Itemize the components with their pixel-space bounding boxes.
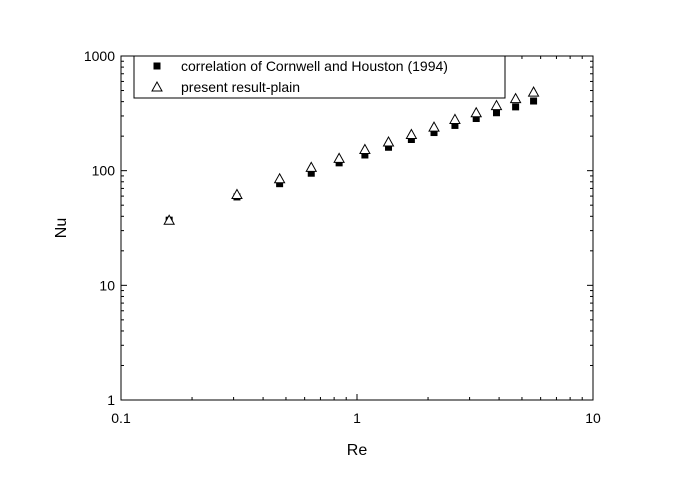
present-result-point <box>428 121 440 132</box>
legend-markers <box>151 62 163 92</box>
present-result-point <box>490 99 503 111</box>
present-result-point <box>509 92 522 104</box>
legend-entry-correlation: correlation of Cornwell and Houston (199… <box>181 58 448 74</box>
plot-frame <box>120 55 594 401</box>
present-result-point <box>273 172 286 184</box>
x-axis-title: Re <box>347 442 368 459</box>
legend-triangle-marker <box>151 81 163 92</box>
present-result-point <box>405 128 418 139</box>
present-result-point <box>470 106 483 118</box>
correlation-point <box>276 180 284 188</box>
data-points <box>163 86 540 225</box>
present-result-point <box>449 113 461 124</box>
correlation-point <box>530 97 538 105</box>
present-result-point <box>527 86 540 97</box>
y-tick-label: 10 <box>99 277 115 293</box>
axes <box>120 55 594 401</box>
legend-entry-present-result: present result-plain <box>181 79 300 95</box>
legend-box <box>133 55 506 99</box>
correlation-point <box>407 135 415 143</box>
x-tick-label: 1 <box>353 410 361 426</box>
tick-labels: 0.1 1 10 1 10 100 1000 <box>84 48 601 426</box>
legend: correlation of Cornwell and Houston (199… <box>133 55 506 99</box>
correlation-point <box>492 109 500 117</box>
x-tick-label: 0.1 <box>111 410 131 426</box>
correlation-point <box>307 169 315 177</box>
tick-marks <box>120 55 594 401</box>
y-tick-label: 100 <box>92 163 116 179</box>
x-tick-label: 10 <box>585 410 601 426</box>
present-result-point <box>163 214 176 225</box>
present-result-point <box>359 143 371 155</box>
correlation-point <box>451 121 459 129</box>
correlation-point <box>512 103 520 111</box>
y-tick-label: 1 <box>107 392 115 408</box>
correlation-point <box>361 151 369 159</box>
present-result-point <box>333 152 345 163</box>
y-axis-title: Nu <box>53 218 70 238</box>
present-result-point <box>231 188 243 200</box>
y-tick-label: 1000 <box>84 48 115 64</box>
legend-square-marker <box>153 62 161 70</box>
present-result-point <box>382 135 395 147</box>
correlation-point <box>472 115 480 123</box>
correlation-point <box>385 143 393 151</box>
present-result-point <box>305 161 318 172</box>
correlation-point <box>430 129 438 137</box>
